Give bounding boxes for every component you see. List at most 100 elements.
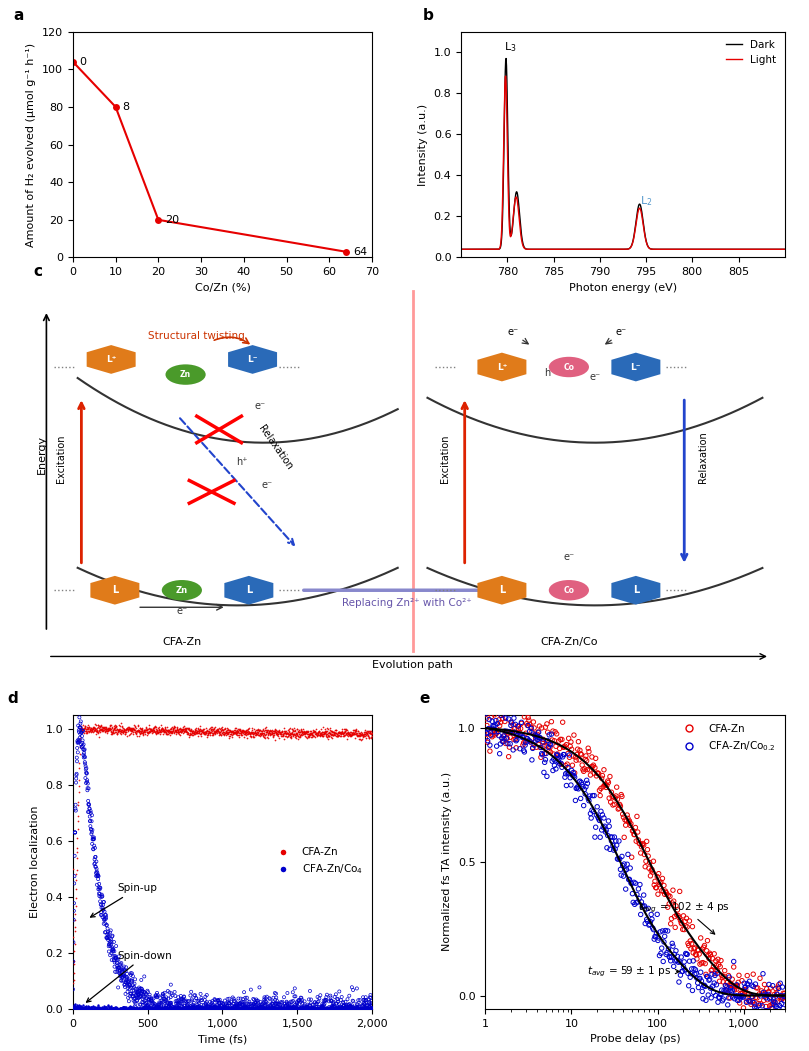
Point (122, 721, 135, 738)
Point (200, 1002, 213, 1018)
Point (93, 1002, 106, 1018)
Point (134, 723, 147, 740)
Point (110, 1003, 123, 1019)
Point (285, 720, 298, 737)
Point (265, 726, 277, 743)
Point (99, 1002, 112, 1018)
Point (184, 1004, 197, 1021)
Point (84, 998, 97, 1015)
Point (687, 952, 700, 969)
Point (125, 985, 138, 1002)
Point (141, 722, 154, 739)
Point (239, 989, 252, 1006)
Point (294, 1002, 307, 1018)
Point (93, 881, 106, 898)
Point (739, 978, 752, 995)
Point (114, 1002, 127, 1018)
Point (262, 723, 275, 740)
Point (332, 1000, 345, 1016)
Point (260, 722, 273, 739)
Point (170, 1001, 183, 1017)
Point (187, 726, 200, 743)
Point (357, 1001, 370, 1017)
Point (164, 721, 177, 738)
Point (281, 994, 294, 1011)
Point (534, 739, 547, 756)
Point (260, 1003, 273, 1019)
Point (293, 726, 306, 743)
Point (572, 734, 585, 750)
Point (108, 720, 121, 737)
Point (662, 941, 675, 957)
Point (183, 993, 196, 1010)
Point (640, 833, 653, 850)
Point (116, 1000, 129, 1016)
Text: CFA-Zn: CFA-Zn (163, 637, 201, 647)
Point (80, 764, 93, 781)
Point (195, 1002, 208, 1018)
Point (263, 998, 276, 1015)
Point (131, 984, 144, 1001)
Point (275, 1001, 288, 1017)
Point (724, 980, 737, 996)
Point (345, 1004, 358, 1021)
Point (557, 746, 570, 763)
Point (73, 709, 86, 726)
Point (557, 739, 570, 756)
Point (332, 1001, 345, 1017)
Point (566, 747, 579, 764)
Point (539, 751, 552, 768)
Point (106, 927, 119, 944)
Point (155, 1001, 167, 1017)
Point (326, 1001, 339, 1017)
Point (249, 994, 262, 1011)
Point (333, 1000, 346, 1016)
Point (282, 721, 295, 738)
Point (237, 1002, 250, 1018)
Point (355, 997, 368, 1014)
Point (295, 1000, 308, 1016)
Point (140, 1000, 153, 1016)
Point (115, 722, 128, 739)
Point (281, 728, 294, 745)
Point (159, 1000, 172, 1016)
Point (300, 1001, 313, 1017)
Point (199, 1001, 212, 1017)
Text: Spin-down: Spin-down (87, 950, 172, 1003)
Point (121, 719, 134, 736)
Point (214, 994, 227, 1011)
Point (262, 1001, 275, 1017)
Point (175, 990, 188, 1007)
Point (112, 1003, 125, 1019)
Point (211, 998, 224, 1015)
Point (224, 725, 237, 742)
Point (229, 1001, 242, 1017)
Point (582, 740, 595, 757)
Point (111, 1002, 124, 1018)
Point (148, 997, 161, 1014)
Point (643, 915, 656, 932)
Point (285, 1001, 298, 1017)
Point (68, 998, 81, 1015)
Point (193, 1001, 206, 1017)
Point (167, 1001, 180, 1017)
Point (273, 1001, 286, 1017)
Point (691, 942, 704, 959)
Point (632, 881, 645, 898)
Point (290, 998, 303, 1015)
Point (773, 989, 786, 1006)
Point (248, 724, 260, 741)
Point (128, 724, 141, 741)
Point (349, 720, 362, 737)
Point (203, 1002, 216, 1018)
Point (279, 1001, 292, 1017)
Point (256, 1000, 269, 1016)
Point (294, 1001, 307, 1017)
Point (146, 992, 159, 1009)
Point (650, 925, 663, 942)
Point (233, 1000, 246, 1016)
Point (275, 1001, 288, 1017)
Point (98, 718, 111, 735)
Point (352, 1001, 365, 1017)
Point (341, 728, 354, 745)
